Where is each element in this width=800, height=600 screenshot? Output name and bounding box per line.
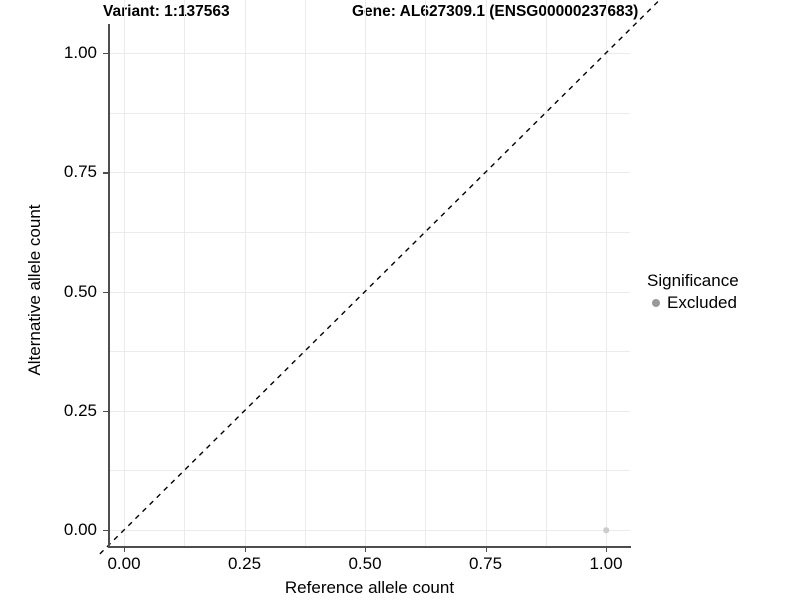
x-axis-tick-label: 0.75 [468,554,503,573]
gridline-vertical [184,0,186,547]
legend-item-label: Excluded [667,293,737,312]
y-axis-tick-label: 0.75 [63,162,97,182]
gridline-horizontal [109,410,630,412]
gridline-horizontal [109,291,630,293]
y-axis-tick-label: 0.25 [63,400,97,420]
gridline-horizontal [109,231,630,233]
gridline-horizontal [109,172,630,174]
data-point[interactable] [603,527,609,533]
x-axis-tick-label: 0.50 [348,554,382,573]
legend-items: Excluded [647,292,797,313]
chart-title-row: Variant: 1:137563 Gene: AL627309.1 (ENSG… [0,2,760,24]
legend-key-swatch [647,294,665,312]
x-axis-line [108,546,631,548]
y-axis-tick [103,53,108,55]
gridline-vertical [545,0,547,547]
y-axis-tick [103,172,108,174]
legend-item-excluded[interactable]: Excluded [647,292,797,313]
identity-reference-line [99,0,661,555]
gridline-vertical [365,0,367,547]
x-axis-tick [606,547,608,552]
circle-marker-icon [652,298,660,307]
variant-title: Variant: 1:137563 [103,3,230,20]
gridline-vertical [485,0,487,547]
y-axis-title: Alternative allele count [25,204,44,376]
gridline-horizontal [109,53,630,55]
y-axis-tick-label: 0.50 [63,281,97,301]
gridline-vertical [304,0,306,547]
plot-panel [99,0,661,555]
gridline-horizontal [109,470,630,472]
plot-panel-inner [99,0,661,555]
x-axis-tick [244,547,246,552]
gridline-vertical [606,0,608,547]
gridline-vertical [244,0,246,547]
y-axis-tick [103,530,108,532]
x-axis-title: Reference allele count [284,578,455,597]
x-axis-tick-label: 1.00 [589,554,623,573]
x-axis-tick [365,547,367,552]
y-axis-tick-label: 0.00 [63,520,97,539]
y-axis-line [108,24,110,548]
y-axis-title-wrapper: Alternative allele count [0,0,44,600]
gridline-horizontal [109,351,630,353]
x-axis-tick [124,547,126,552]
y-axis-tick [103,410,108,413]
gridline-vertical [124,0,126,547]
gene-title: Gene: AL627309.1 (ENSG00000237683) [352,3,639,20]
gridline-horizontal [109,530,630,532]
x-axis-tick-label: 0.25 [227,554,262,573]
y-axis-tick-label: 1.00 [63,43,97,62]
gridline-vertical [425,0,427,547]
x-axis-tick [485,547,487,552]
legend: Significance Excluded [647,270,797,313]
y-axis-tick [103,291,108,293]
legend-title: Significance [647,271,739,290]
x-axis-tick-label: 0.00 [107,554,141,573]
gridline-horizontal [109,112,630,114]
